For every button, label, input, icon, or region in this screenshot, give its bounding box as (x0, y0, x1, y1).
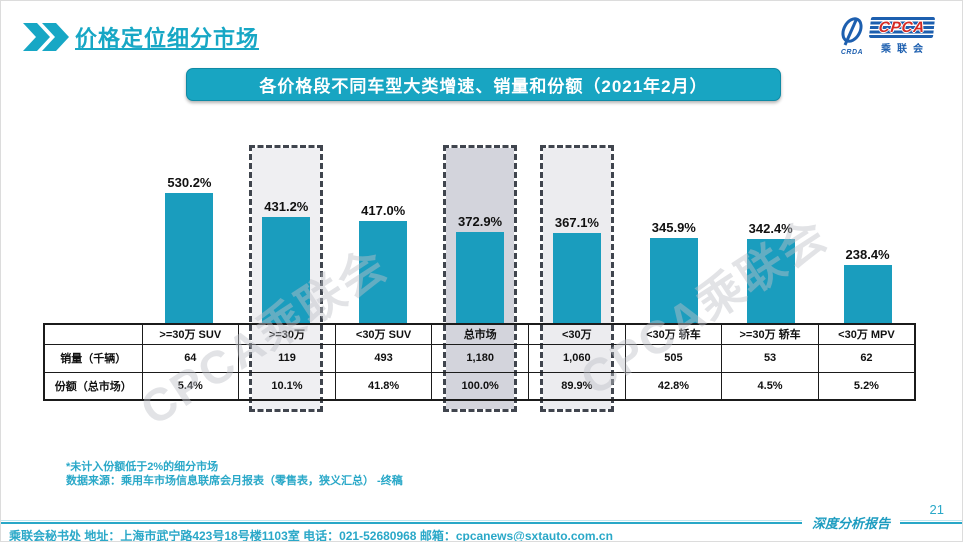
footer-divider (1, 522, 962, 524)
table-cell: 42.8% (624, 371, 723, 401)
bar-<30万 SUV (359, 221, 408, 323)
footnotes: *未计入份额低于2%的细分市场 数据来源：乘用车市场信息联席会月报表（零售表，狭… (66, 460, 403, 488)
bar->=30万 (262, 217, 311, 323)
bar-<30万 MPV (843, 265, 892, 323)
table-cell: 505 (624, 343, 723, 373)
bar-value-label: 238.4% (845, 247, 890, 262)
bar-value-label: 417.0% (361, 203, 406, 218)
footer-contact: 乘联会秘书处 地址：上海市武宁路423号18号楼1103室 电话：021-526… (9, 529, 613, 542)
double-chevron-icon (23, 23, 69, 51)
table-cell: 100.0% (431, 371, 529, 401)
chart-title-banner: 各价格段不同车型大类增速、销量和份额（2021年2月） (186, 68, 781, 101)
table-col-header: <30万 轿车 (624, 323, 723, 345)
table-cell: 10.1% (238, 371, 336, 401)
table-cell: 53 (721, 343, 819, 373)
table-cell: 493 (334, 343, 433, 373)
data-table: >=30万 SUV >=30万 <30万 SUV 总市场 <30万 <30万 轿车 >=30… (43, 323, 916, 401)
table-cell: 5.4% (141, 371, 240, 401)
cpca-logo: CRDA CPCA 乘联会 (838, 11, 942, 61)
table-col-header: >=30万 SUV (141, 323, 240, 345)
table-row: 销量（千辆） 64 119 493 1,180 1,060 505 53 62 (43, 343, 916, 373)
report-type-label: 深度分析报告 (801, 513, 900, 532)
bar-value-label: 530.2% (167, 175, 212, 190)
table-col-header: >=30万 (238, 323, 336, 345)
table-col-header: <30万 SUV (334, 323, 433, 345)
table-col-header: <30万 MPV (817, 323, 916, 345)
table-col-header: 总市场 (431, 323, 529, 345)
bar-value-label: 372.9% (458, 214, 503, 229)
bar-value-label: 342.4% (748, 221, 793, 236)
table-cell: 64 (141, 343, 240, 373)
table-corner-cell (43, 323, 143, 345)
table-cell: 1,060 (528, 343, 626, 373)
bar->=30万 轿车 (746, 239, 795, 323)
table-row-header: 销量（千辆） (43, 343, 143, 373)
bar-value-label: 431.2% (264, 199, 309, 214)
table-row-header: 份额（总市场） (43, 371, 143, 401)
table-cell: 5.2% (817, 371, 916, 401)
footnote-line-1: *未计入份额低于2%的细分市场 (66, 461, 219, 473)
bar-value-label: 345.9% (651, 220, 696, 235)
table-row: 份额（总市场） 5.4% 10.1% 41.8% 100.0% 89.9% 42.8% 4.5… (43, 371, 916, 401)
table-col-header: <30万 (528, 323, 626, 345)
page-number: 21 (929, 502, 944, 517)
table-cell: 4.5% (721, 371, 819, 401)
footer-divider-light (1, 520, 962, 521)
swoosh-icon (841, 16, 863, 46)
bar-value-label: 367.1% (554, 215, 599, 230)
logo-crda-text: CRDA (840, 48, 864, 56)
table-cell: 89.9% (528, 371, 626, 401)
footnote-line-2: 数据来源：乘用车市场信息联席会月报表（零售表，狭义汇总） -终稿 (66, 475, 403, 487)
slide-header: 价格定位细分市场 (21, 21, 259, 53)
bar-总市场 (456, 232, 505, 323)
table-cell: 41.8% (334, 371, 433, 401)
bar-<30万 (552, 233, 601, 323)
bar-<30万 轿车 (649, 238, 698, 323)
table-cell: 62 (817, 343, 916, 373)
table-cell: 119 (238, 343, 336, 373)
logo-sub-text: 乘联会 (881, 44, 929, 55)
cpca-wordmark: CPCA 乘联会 (868, 17, 936, 55)
table-col-header: >=30万 轿车 (721, 323, 819, 345)
bar->=30万 SUV (165, 193, 214, 323)
cpca-emblem: CRDA (838, 16, 866, 56)
table-cell: 1,180 (431, 343, 529, 373)
page-title: 价格定位细分市场 (75, 26, 260, 51)
